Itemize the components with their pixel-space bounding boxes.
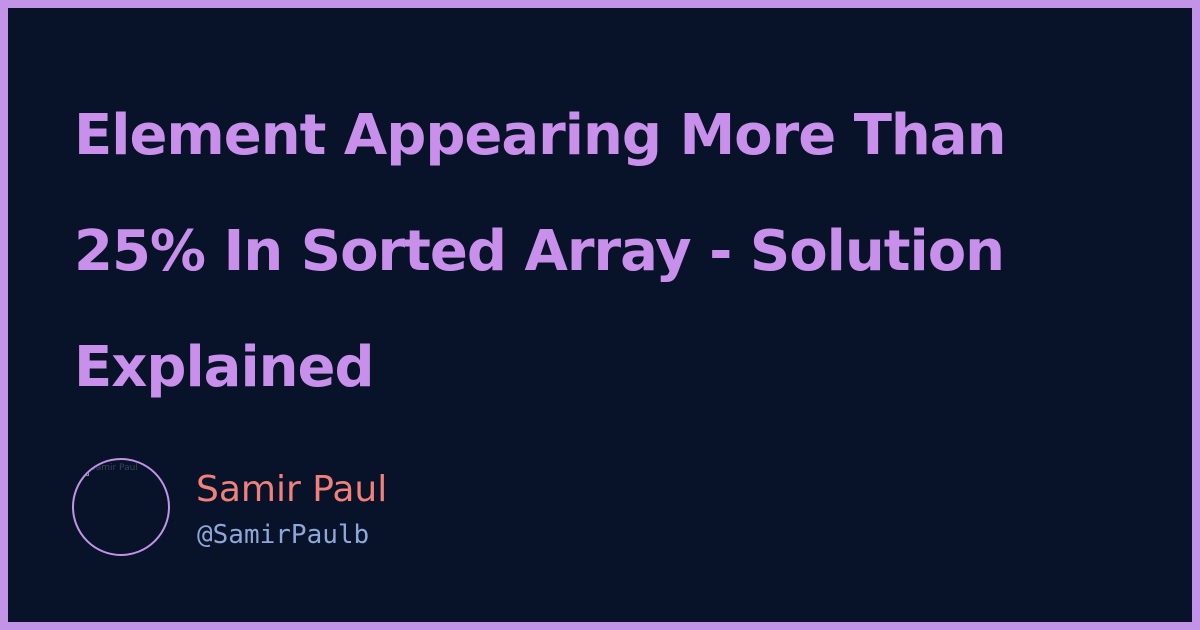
avatar: Samir Paul <box>72 458 170 556</box>
social-card: Element Appearing More Than 25% In Sorte… <box>8 8 1192 622</box>
post-title: Element Appearing More Than 25% In Sorte… <box>74 103 1006 400</box>
author-name: Samir Paul <box>196 469 388 510</box>
avatar-alt-text: Samir Paul <box>90 463 138 473</box>
author-handle: @SamirPaulb <box>197 520 370 550</box>
broken-image-icon <box>75 462 89 476</box>
